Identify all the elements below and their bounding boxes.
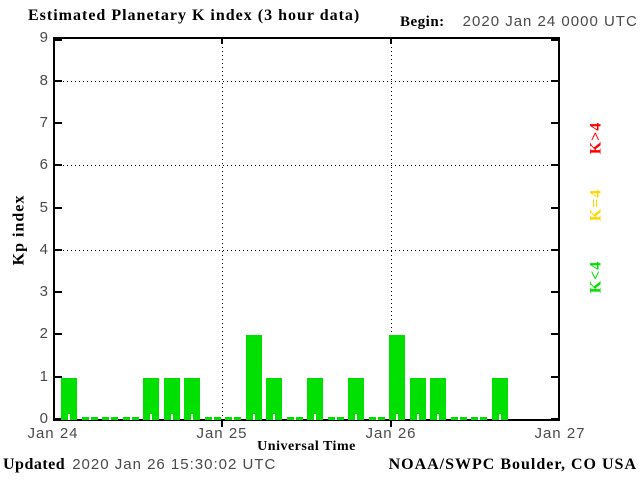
- kp-bar: [389, 335, 405, 420]
- bar-base-notch: [396, 414, 398, 420]
- x-axis-title: Universal Time: [257, 439, 356, 454]
- kp-bar: [164, 378, 180, 420]
- begin-annotation: Begin: 2020 Jan 24 0000 UTC: [400, 13, 638, 31]
- x-tick-top: [390, 39, 392, 44]
- updated-label: Updated: [3, 456, 66, 473]
- bar-base-notch: [335, 414, 337, 420]
- bar-base-notch: [109, 414, 111, 420]
- y-tick-right: [551, 291, 558, 293]
- gridline-day-boundary: [391, 39, 392, 419]
- bar-base-notch: [273, 414, 275, 420]
- y-tick-left: [55, 122, 62, 124]
- bar-base-notch: [458, 414, 460, 420]
- gridline-k8: [55, 81, 558, 82]
- y-tick-label: 7: [39, 114, 48, 131]
- gridline-k6: [55, 165, 558, 166]
- y-tick-label: 4: [39, 241, 48, 258]
- bar-base-notch: [232, 414, 234, 420]
- x-tick-bottom: [390, 421, 392, 427]
- begin-label: Begin:: [400, 14, 445, 30]
- x-tick-label: Jan 25: [196, 425, 248, 442]
- y-tick-right: [551, 122, 558, 124]
- legend-label: K=4: [587, 188, 604, 222]
- y-tick-right: [551, 164, 558, 166]
- y-tick-right: [551, 207, 558, 209]
- legend-label: K>4: [587, 121, 604, 155]
- kp-bar: [246, 335, 262, 420]
- gridline-k4: [55, 250, 558, 251]
- y-tick-left: [55, 164, 62, 166]
- x-tick-label: Jan 26: [365, 425, 417, 442]
- bar-base-notch: [150, 414, 152, 420]
- y-tick-label: 2: [39, 325, 48, 342]
- legend-item-K4: K>4: [583, 110, 609, 166]
- bar-base-notch: [68, 414, 70, 420]
- y-tick-left: [55, 249, 62, 251]
- kp-bar: [266, 378, 282, 420]
- kp-bar: [184, 378, 200, 420]
- y-tick-label: 1: [39, 368, 48, 385]
- kp-bar: [143, 378, 159, 420]
- bar-base-notch: [294, 414, 296, 420]
- chart-title: Estimated Planetary K index (3 hour data…: [28, 7, 361, 24]
- y-tick-label: 0: [39, 410, 48, 427]
- kp-bar: [410, 378, 426, 420]
- y-tick-right: [551, 249, 558, 251]
- y-tick-right: [551, 376, 558, 378]
- kp-bar: [348, 378, 364, 420]
- y-tick-left: [55, 418, 62, 420]
- bar-base-notch: [130, 414, 132, 420]
- x-tick-top: [221, 39, 223, 44]
- y-tick-label: 9: [39, 29, 48, 46]
- y-tick-right: [551, 333, 558, 335]
- source-credit: NOAA/SWPC Boulder, CO USA: [388, 456, 637, 473]
- kp-bar: [61, 378, 77, 420]
- legend-item-K4: K<4: [583, 249, 609, 305]
- y-tick-left: [55, 80, 62, 82]
- y-tick-right: [551, 39, 558, 41]
- bar-base-notch: [314, 414, 316, 420]
- y-tick-label: 3: [39, 283, 48, 300]
- kp-bar: [492, 378, 508, 420]
- y-tick-right: [551, 418, 558, 420]
- kp-bar: [307, 378, 323, 420]
- y-tick-left: [55, 376, 62, 378]
- bar-base-notch: [253, 414, 255, 420]
- bar-base-notch: [417, 414, 419, 420]
- y-tick-label: 6: [39, 156, 48, 173]
- bar-base-notch: [191, 414, 193, 420]
- bar-base-notch: [376, 414, 378, 420]
- y-tick-left: [55, 291, 62, 293]
- legend-label: K<4: [587, 260, 604, 294]
- updated-value: 2020 Jan 26 15:30:02 UTC: [72, 456, 277, 473]
- bar-base-notch: [355, 414, 357, 420]
- x-tick-bottom: [221, 421, 223, 427]
- y-tick-label: 5: [39, 199, 48, 216]
- x-tick-label: Jan 27: [534, 425, 586, 442]
- y-tick-left: [55, 333, 62, 335]
- bar-base-notch: [478, 414, 480, 420]
- kp-bar: [430, 378, 446, 420]
- updated-line: Updated 2020 Jan 26 15:30:02 UTC: [3, 456, 276, 474]
- y-tick-label: 8: [39, 72, 48, 89]
- y-tick-left: [55, 207, 62, 209]
- legend-item-K4: K=4: [583, 177, 609, 233]
- bar-base-notch: [437, 414, 439, 420]
- y-tick-left: [55, 39, 62, 41]
- y-axis-title-box: Kp index: [6, 184, 32, 276]
- plot-area: [53, 37, 560, 421]
- begin-value: 2020 Jan 24 0000 UTC: [462, 13, 638, 30]
- gridline-day-boundary: [222, 39, 223, 419]
- y-tick-right: [551, 80, 558, 82]
- bar-base-notch: [212, 414, 214, 420]
- bar-base-notch: [171, 414, 173, 420]
- bar-base-notch: [499, 414, 501, 420]
- x-tick-label: Jan 24: [27, 425, 79, 442]
- bar-base-notch: [89, 414, 91, 420]
